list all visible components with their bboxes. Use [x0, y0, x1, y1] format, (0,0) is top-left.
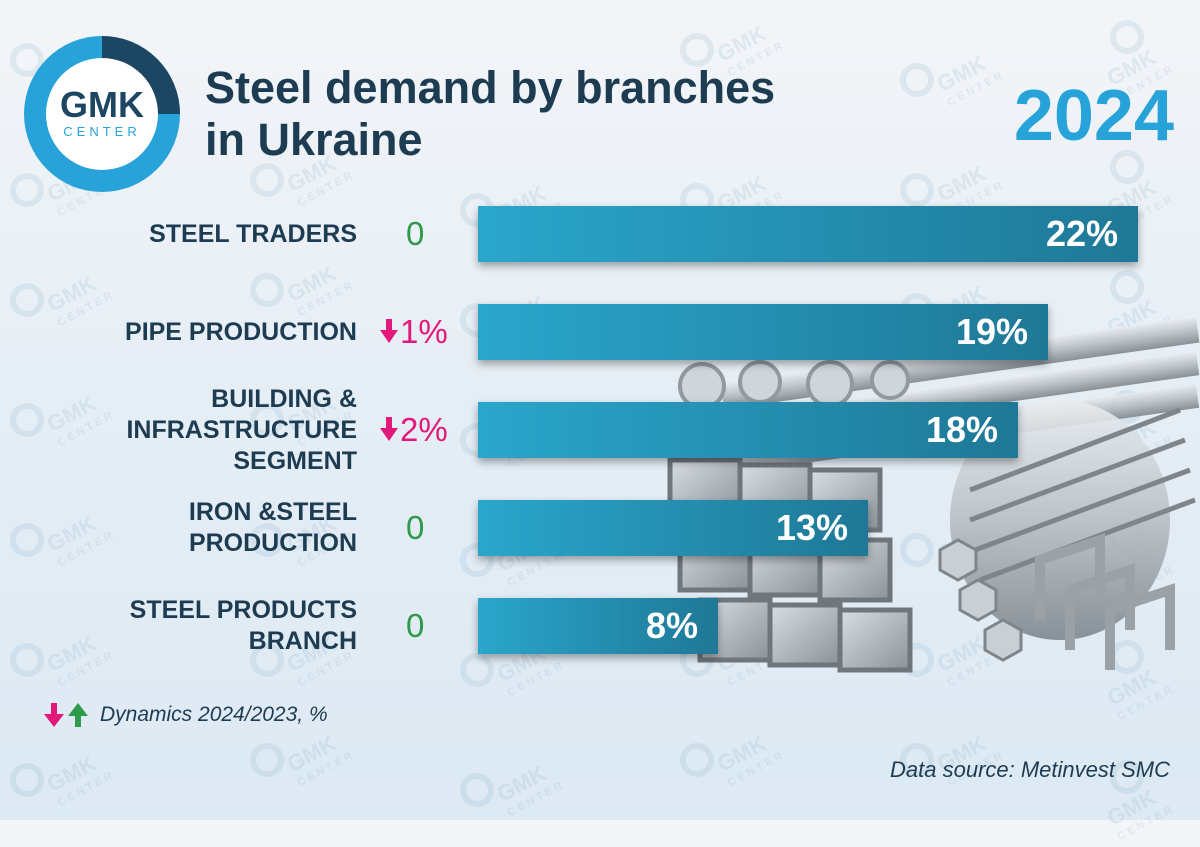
gmk-center-logo: GMK CENTER — [24, 36, 180, 192]
category-label-line: BRANCH — [248, 627, 357, 655]
bar-value-label: 13% — [775, 507, 848, 548]
category-label: IRON &STEEL PRODUCTION — [67, 497, 357, 559]
data-source: Data source: Metinvest SMC — [890, 757, 1170, 782]
bar-value-label: 19% — [955, 311, 1028, 352]
dynamics-text: 0 — [406, 509, 425, 546]
title-line-1: Steel demand by branches — [205, 62, 776, 113]
category-label-line: IRON &STEEL — [188, 498, 357, 526]
arrow-down-icon — [44, 703, 64, 727]
dynamics-value: 0 — [406, 606, 496, 646]
dynamics-text: 0 — [406, 215, 425, 252]
dynamics-text: 0 — [406, 607, 425, 644]
category-label: STEEL TRADERS — [67, 219, 357, 250]
bar — [478, 598, 718, 654]
dynamics-text: 1% — [400, 313, 448, 350]
category-label-line: PRODUCTION — [188, 529, 357, 557]
year-label: 2024 — [1013, 76, 1174, 156]
bar — [478, 304, 1048, 360]
title-line-2: in Ukraine — [205, 114, 423, 165]
logo-text: GMK — [60, 84, 144, 125]
arrow-up-icon — [68, 703, 88, 727]
legend: Dynamics 2024/2023, % — [44, 700, 328, 730]
dynamics-value: 0 — [406, 214, 496, 254]
arrow-down-icon — [380, 319, 398, 343]
bar-value-label: 8% — [645, 605, 698, 646]
category-label-line: STEEL PRODUCTS — [129, 596, 357, 624]
dynamics-value: 2% — [380, 410, 470, 450]
arrow-down-icon — [380, 417, 398, 441]
category-label: PIPE PRODUCTION — [67, 317, 357, 348]
legend-text: Dynamics 2024/2023, % — [100, 703, 328, 726]
category-label: BUILDING & INFRASTRUCTURE SEGMENT — [67, 384, 357, 477]
category-label-line: SEGMENT — [233, 446, 357, 475]
category-label-line: STEEL TRADERS — [149, 219, 357, 248]
dynamics-text: 2% — [400, 411, 448, 448]
legend-arrows — [44, 703, 88, 727]
logo-subtext: CENTER — [63, 124, 141, 139]
bar — [478, 402, 1018, 458]
category-label-line: BUILDING & — [211, 384, 357, 413]
bar-value-label: 22% — [1045, 213, 1118, 254]
category-label-line: PIPE PRODUCTION — [125, 317, 357, 346]
dynamics-value: 0 — [406, 508, 496, 548]
bar — [478, 500, 868, 556]
dynamics-value: 1% — [380, 312, 470, 352]
chart-title: Steel demand by branches in Ukraine — [205, 62, 865, 166]
bar-value-label: 18% — [925, 409, 998, 450]
category-label-line: INFRASTRUCTURE — [126, 415, 357, 444]
category-label: STEEL PRODUCTS BRANCH — [67, 595, 357, 657]
bar — [478, 206, 1138, 262]
